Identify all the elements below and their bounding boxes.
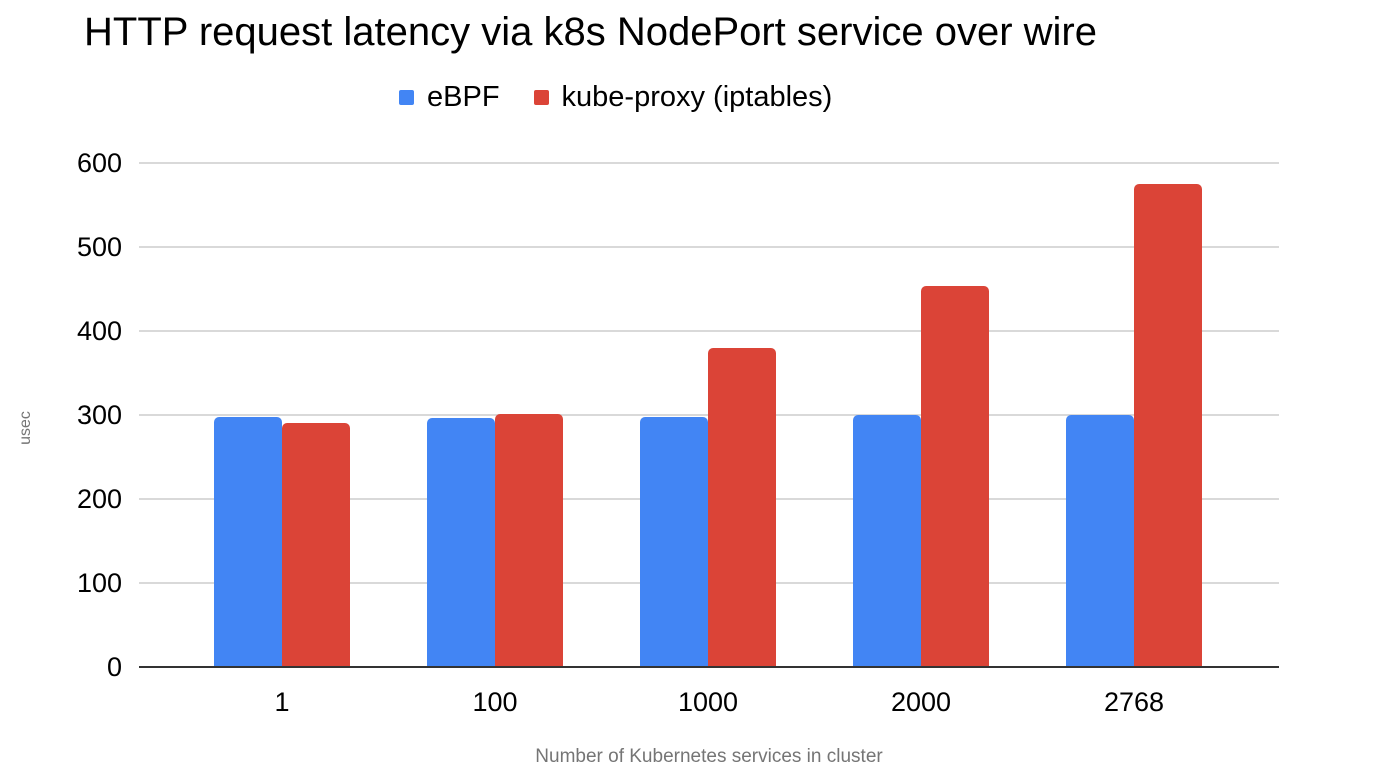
y-tick-label-0: 0 xyxy=(106,652,122,682)
x-axis-title: Number of Kubernetes services in cluster xyxy=(535,746,883,767)
y-tick-label-200: 200 xyxy=(76,484,122,514)
legend-item-kube-proxy: kube-proxy (iptables) xyxy=(533,80,833,114)
legend-label-ebpf: eBPF xyxy=(427,80,500,113)
x-tick-label-2768: 2768 xyxy=(1103,687,1165,717)
x-tick-label-100: 100 xyxy=(472,687,518,717)
bar-ebpf-2768 xyxy=(1066,415,1134,667)
legend-label-kube-proxy: kube-proxy (iptables) xyxy=(561,80,833,113)
y-tick-label-300: 300 xyxy=(76,400,122,430)
x-tick-label-1: 1 xyxy=(274,687,290,717)
bar-ebpf-1 xyxy=(214,416,282,667)
gridline-600 xyxy=(139,162,1279,164)
y-tick-label-500: 500 xyxy=(76,232,122,262)
y-tick-label-400: 400 xyxy=(76,316,122,346)
legend-swatch-ebpf-icon xyxy=(399,89,414,105)
bar-kube-proxy-2000 xyxy=(921,285,989,667)
legend: eBPF kube-proxy (iptables) xyxy=(399,78,832,116)
chart-title: HTTP request latency via k8s NodePort se… xyxy=(84,10,1097,54)
legend-swatch-kube-proxy-icon xyxy=(533,89,549,105)
x-tick-label-1000: 1000 xyxy=(677,687,739,717)
x-tick-label-2000: 2000 xyxy=(890,687,952,717)
y-tick-label-100: 100 xyxy=(76,568,122,598)
gridline-500 xyxy=(139,246,1279,248)
gridline-400 xyxy=(139,330,1279,332)
legend-item-ebpf: eBPF xyxy=(399,81,500,114)
bar-ebpf-2000 xyxy=(853,415,921,667)
plot-area xyxy=(139,162,1279,668)
bar-kube-proxy-1000 xyxy=(708,347,776,667)
y-tick-label-600: 600 xyxy=(76,148,122,178)
bar-ebpf-1000 xyxy=(640,416,708,667)
bar-kube-proxy-1 xyxy=(282,423,350,667)
bar-ebpf-100 xyxy=(427,418,495,667)
bar-kube-proxy-100 xyxy=(495,414,563,667)
x-axis-line xyxy=(139,666,1279,668)
bar-kube-proxy-2768 xyxy=(1134,184,1202,667)
